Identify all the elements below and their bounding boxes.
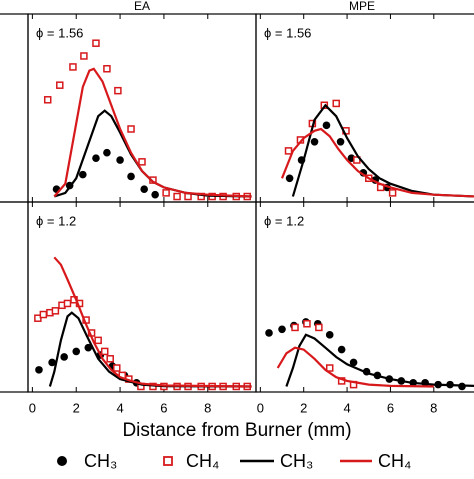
data-point — [48, 358, 56, 367]
data-point — [80, 52, 88, 60]
data-point — [173, 192, 181, 201]
x-tick-label: 0 — [29, 400, 36, 415]
data-point — [35, 366, 43, 374]
data-point — [56, 81, 64, 89]
data-line — [53, 67, 252, 198]
data-point — [94, 336, 102, 345]
data-point — [315, 323, 323, 332]
data-point — [92, 154, 100, 162]
x-tick-label: 4 — [343, 400, 350, 415]
data-point — [51, 307, 60, 315]
data-point — [140, 185, 148, 194]
data-point — [349, 358, 358, 367]
data-point — [106, 355, 114, 363]
x-tick-label: 6 — [387, 400, 394, 415]
data-point — [303, 319, 311, 328]
panel-title: MPE — [349, 0, 375, 13]
data-line — [53, 256, 252, 388]
data-point — [100, 347, 109, 356]
legend-label: CH₄ — [378, 451, 411, 471]
data-point — [265, 329, 273, 337]
data-point — [116, 156, 124, 164]
data-point — [103, 65, 111, 73]
data-point — [39, 310, 48, 319]
data-point — [113, 364, 121, 372]
x-tick-label: 8 — [430, 400, 437, 415]
x-tick-label: 4 — [116, 400, 123, 415]
data-line — [276, 346, 434, 388]
data-point — [291, 323, 299, 332]
legend-swatch — [163, 456, 173, 466]
data-line — [280, 127, 474, 198]
legend-swatch — [57, 456, 67, 466]
x-tick-label: 0 — [257, 400, 264, 415]
data-point — [337, 345, 346, 354]
data-point — [325, 364, 334, 372]
legend-label: CH₃ — [84, 451, 117, 471]
x-tick-label: 2 — [300, 400, 307, 415]
data-point — [285, 174, 294, 183]
data-point — [92, 39, 100, 47]
data-point — [332, 99, 340, 108]
data-point — [388, 189, 397, 197]
data-point — [162, 189, 170, 197]
x-tick-label: 6 — [160, 400, 167, 415]
legend-label: CH₃ — [280, 451, 313, 471]
x-tick-label: 2 — [73, 400, 80, 415]
data-line — [291, 103, 474, 198]
data-point — [322, 121, 331, 130]
data-point — [60, 353, 68, 361]
data-point — [69, 63, 77, 71]
data-point — [138, 158, 146, 166]
data-point — [103, 148, 111, 157]
data-point — [336, 137, 345, 146]
data-point — [284, 147, 293, 155]
data-point — [114, 86, 122, 95]
data-point — [310, 137, 319, 146]
annotation: ϕ = 1.56 — [264, 25, 311, 40]
data-point — [84, 343, 93, 352]
annotation: ϕ = 1.2 — [264, 213, 304, 228]
data-line — [285, 333, 474, 387]
x-axis-label: Distance from Burner (mm) — [122, 420, 351, 441]
annotation: ϕ = 1.56 — [36, 25, 83, 40]
x-tick-label: 8 — [204, 400, 211, 415]
data-point — [72, 347, 81, 356]
panel-title: EA — [134, 0, 150, 13]
data-point — [127, 172, 135, 181]
legend-label: CH₄ — [186, 451, 219, 471]
data-point — [151, 190, 159, 199]
data-point — [63, 299, 72, 308]
data-point — [325, 331, 334, 339]
annotation: ϕ = 1.2 — [36, 213, 76, 228]
data-point — [43, 96, 52, 104]
panel-frame — [255, 201, 474, 393]
data-point — [127, 125, 135, 133]
data-point — [278, 325, 286, 334]
data-point — [79, 170, 87, 179]
